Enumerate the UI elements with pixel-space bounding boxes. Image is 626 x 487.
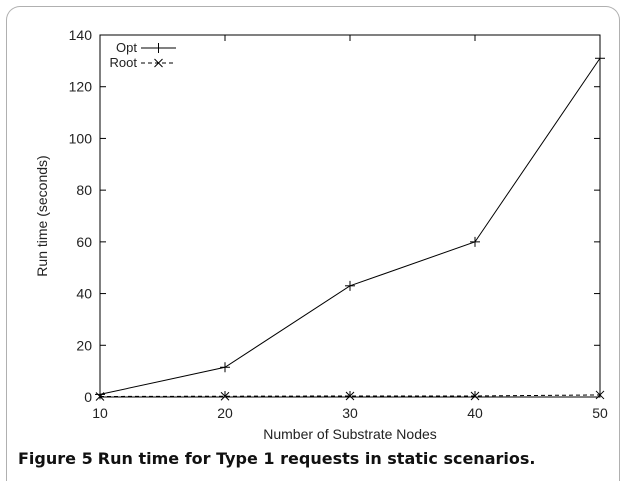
- data-point-opt: [470, 236, 480, 247]
- data-point-root: [220, 391, 230, 401]
- marker-stroke: [470, 391, 480, 401]
- series-line-root: [99, 394, 601, 397]
- figure-caption-text: Run time for Type 1 requests in static s…: [97, 449, 536, 468]
- marker-stroke: [154, 58, 163, 68]
- legend-marker: [153, 43, 164, 53]
- legend-marker: [154, 58, 163, 68]
- marker-stroke: [220, 391, 230, 401]
- data-point-root: [95, 392, 105, 401]
- x-ticks: 10 20 30 40 50: [92, 35, 608, 421]
- y-tick-label: 100: [69, 130, 93, 146]
- y-tick-label: 60: [76, 234, 92, 250]
- y-tick-label: 20: [76, 337, 92, 353]
- legend-label: Root: [110, 55, 138, 70]
- figure-frame: [6, 6, 620, 481]
- y-tick-label: 40: [76, 286, 92, 302]
- data-point-opt: [220, 362, 230, 373]
- data-point-opt: [95, 389, 105, 400]
- figure-label: Figure 5: [18, 449, 93, 468]
- data-point-root: [470, 391, 480, 401]
- data-point-root: [345, 391, 355, 401]
- series-group: [95, 53, 605, 401]
- y-tick-label: 120: [69, 79, 93, 95]
- y-axis-label: Run time (seconds): [34, 155, 50, 276]
- data-point-opt: [595, 53, 605, 64]
- marker-stroke: [595, 390, 605, 400]
- x-tick-label: 40: [467, 405, 483, 421]
- y-ticks: 0 20 40 60 80 100 120 140: [69, 27, 600, 405]
- plot-area: [99, 34, 601, 398]
- legend-label: Opt: [116, 40, 137, 55]
- x-axis-label: Number of Substrate Nodes: [263, 426, 437, 442]
- x-tick-label: 10: [92, 405, 108, 421]
- y-tick-label: 0: [84, 389, 92, 405]
- x-tick-label: 20: [217, 405, 233, 421]
- x-tick-label: 50: [592, 405, 608, 421]
- data-point-opt: [345, 280, 355, 291]
- y-tick-label: 140: [69, 27, 93, 43]
- data-point-root: [595, 390, 605, 400]
- x-tick-label: 30: [342, 405, 358, 421]
- marker-stroke: [345, 391, 355, 401]
- marker-stroke: [95, 392, 105, 401]
- y-tick-label: 80: [76, 182, 92, 198]
- series-line-opt: [99, 57, 601, 395]
- figure-caption: Figure 5 Run time for Type 1 requests in…: [18, 449, 618, 468]
